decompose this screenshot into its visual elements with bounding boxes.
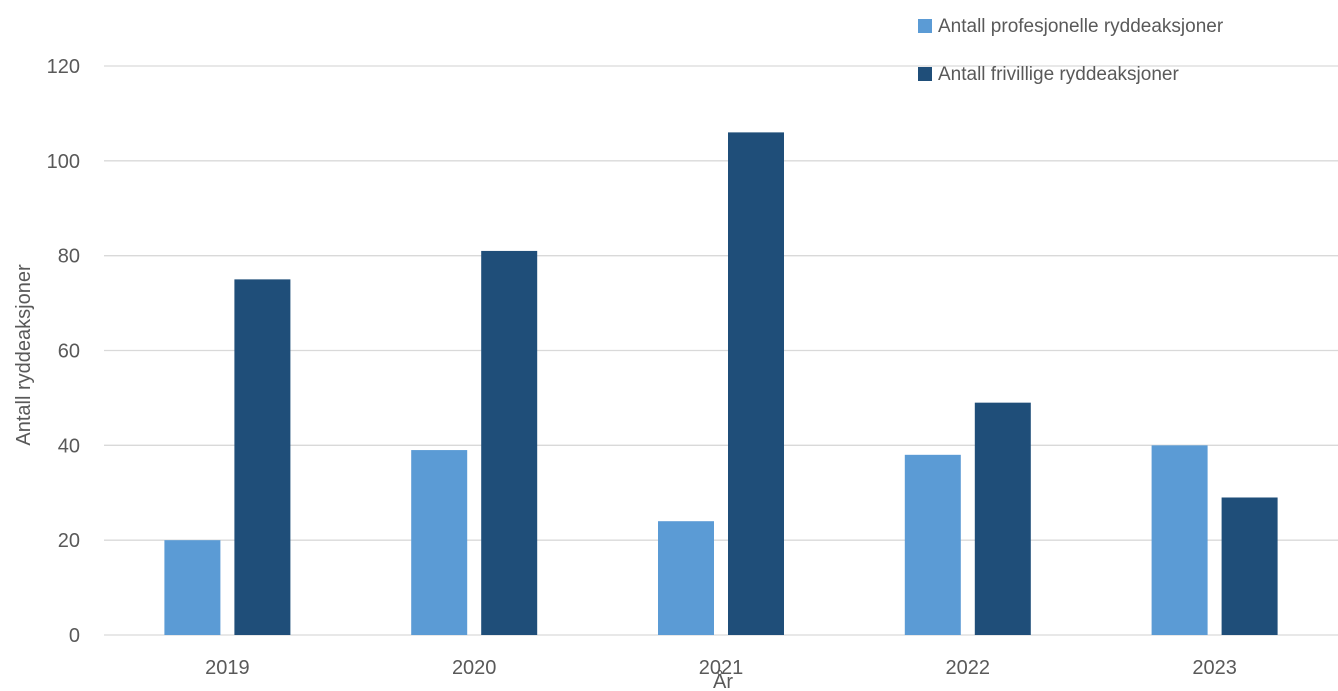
x-tick-label: 2023 (1192, 657, 1237, 679)
bar-volunteer-2019 (234, 279, 291, 635)
bar-volunteer-2021 (728, 132, 784, 635)
bar-volunteer-2022 (974, 402, 1031, 635)
bar-professional-2020 (411, 450, 468, 635)
x-axis-title: År (713, 670, 733, 691)
y-tick-label: 40 (58, 435, 80, 457)
legend-swatch (918, 67, 932, 81)
y-tick-label: 60 (58, 341, 80, 363)
bars (164, 132, 1278, 636)
bar-volunteer-2020 (481, 250, 538, 636)
y-tick-label: 120 (47, 56, 80, 78)
x-tick-label: 2022 (946, 657, 991, 679)
legend-label: Antall frivillige ryddeaksjoner (938, 64, 1179, 85)
y-tick-label: 20 (58, 530, 80, 552)
legend: Antall profesjonelle ryddeaksjoner Antall… (918, 16, 1224, 85)
y-tick-label: 80 (58, 246, 80, 268)
gridlines (104, 65, 1338, 636)
legend-label: Antall profesjonelle ryddeaksjoner (938, 16, 1224, 37)
y-axis-title: Antall ryddeaksjoner (13, 264, 35, 446)
x-tick-label: 2021 (699, 657, 744, 679)
bar-professional-2019 (164, 540, 221, 635)
x-tick-label: 2019 (205, 657, 250, 679)
x-tick-label: 2020 (452, 657, 497, 679)
x-axis-ticks: 2019 2020 2021 2022 2023 (205, 657, 1237, 679)
bar-professional-2023 (1151, 445, 1208, 635)
y-tick-label: 0 (69, 625, 80, 647)
y-axis-ticks: 0 20 40 60 80 100 120 (47, 56, 80, 647)
bar-volunteer-2023 (1221, 497, 1278, 635)
y-tick-label: 100 (47, 151, 80, 173)
bar-professional-2022 (904, 454, 961, 635)
legend-swatch (918, 19, 932, 33)
bar-professional-2021 (658, 521, 714, 635)
